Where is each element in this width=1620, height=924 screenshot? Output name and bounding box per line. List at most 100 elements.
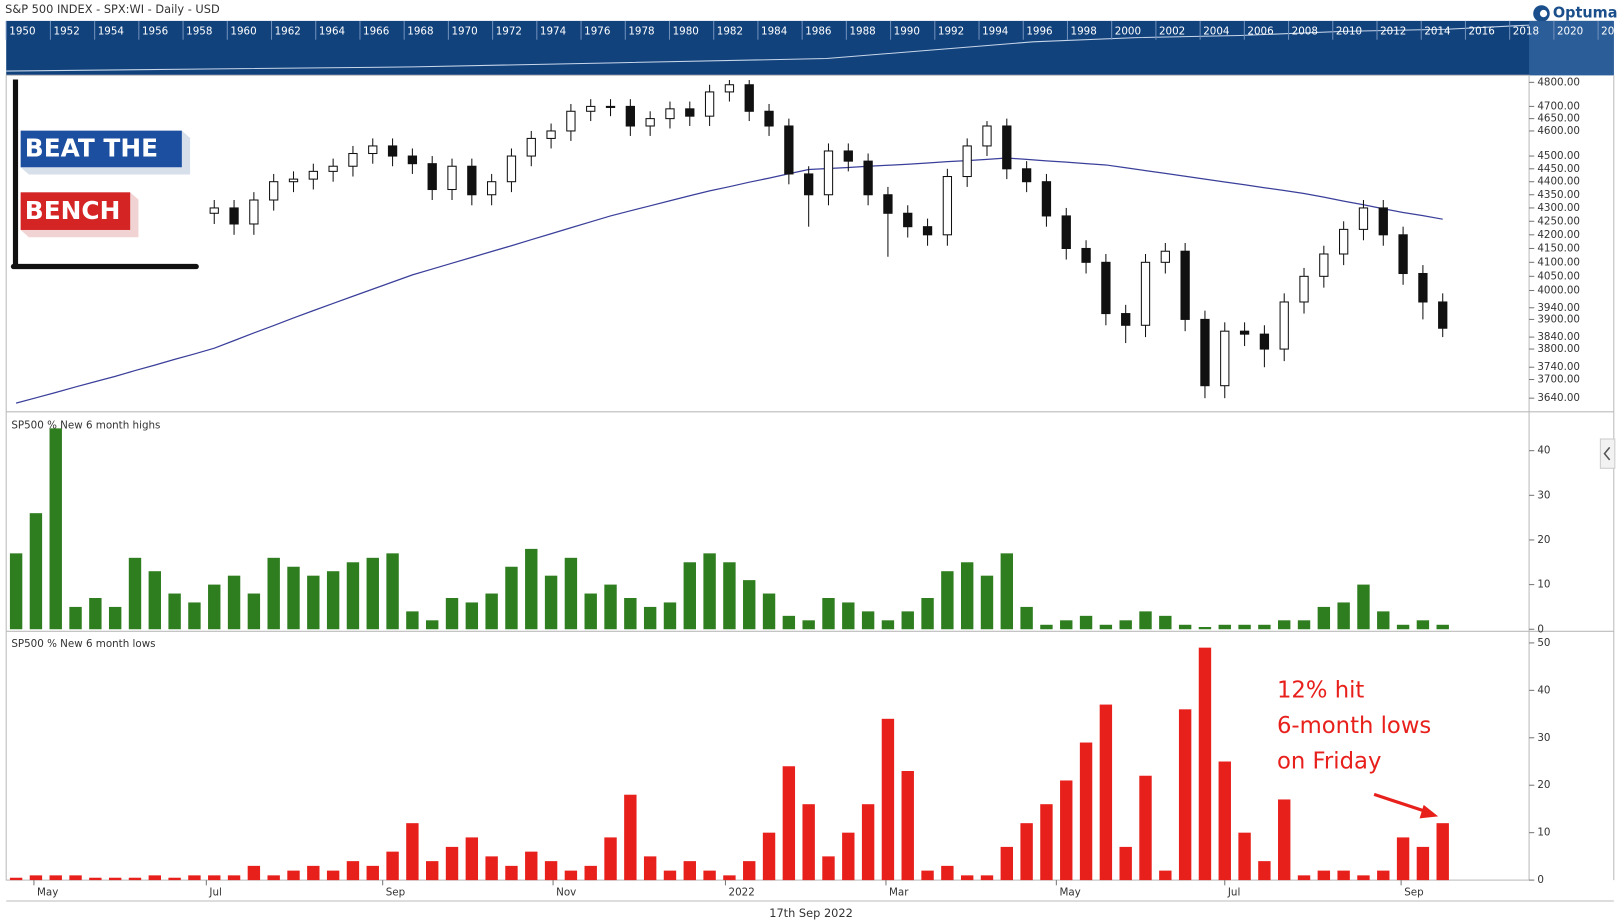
navigator-year: 1976	[584, 25, 610, 37]
bar	[564, 870, 578, 881]
badge-box	[20, 192, 131, 230]
navigator-year: 1988	[849, 25, 875, 37]
panel-title: SP500 % New 6 month lows	[11, 638, 155, 650]
bar	[1377, 611, 1390, 630]
bar	[1119, 846, 1132, 881]
bar	[663, 602, 677, 630]
y-tick-label: 4250.00	[1537, 215, 1580, 227]
bar	[1040, 804, 1053, 881]
candle-body	[229, 207, 239, 225]
bar	[1396, 624, 1410, 630]
bar	[227, 875, 241, 881]
x-tick-label: Sep	[386, 887, 406, 899]
navigator-year: 1962	[275, 25, 301, 37]
chart-header: S&P 500 INDEX - SPX:WI - Daily - USD	[5, 2, 220, 16]
bar	[604, 584, 617, 630]
candle-body	[1061, 215, 1071, 250]
bar	[386, 851, 399, 881]
y-tick-label: 20	[1537, 779, 1550, 791]
candle-body	[1002, 125, 1012, 170]
bar	[1119, 620, 1132, 630]
candle-body	[645, 118, 655, 127]
bar	[346, 562, 360, 630]
bar	[445, 597, 459, 630]
bar	[822, 856, 835, 881]
navigator-band	[6, 20, 1614, 76]
badge-box	[20, 130, 182, 168]
badge-background	[7, 76, 202, 275]
bar	[267, 557, 280, 630]
x-tick-label: Jul	[1227, 887, 1240, 899]
bar	[128, 877, 142, 881]
bar	[307, 575, 320, 630]
bar	[89, 597, 102, 630]
bar	[525, 851, 538, 881]
y-tick-label: 3700.00	[1537, 373, 1580, 385]
candle-body	[1200, 318, 1210, 387]
x-tick-label: Sep	[1404, 887, 1424, 899]
y-tick-label: 4800.00	[1537, 76, 1580, 88]
bar	[1416, 620, 1430, 630]
candle-body	[1299, 275, 1309, 303]
bar	[108, 606, 122, 630]
candle-body	[1021, 168, 1032, 183]
annotation-arrow	[1373, 792, 1429, 814]
bar	[1040, 624, 1053, 630]
candle-body	[566, 110, 576, 132]
bar	[802, 804, 815, 881]
navigator-year: 1956	[142, 25, 168, 37]
candle-body	[467, 165, 477, 196]
bar	[941, 571, 954, 630]
y-tick-label: 3640.00	[1537, 392, 1580, 404]
bar	[782, 615, 796, 630]
y-tick-label: 10	[1537, 827, 1550, 839]
bar	[1099, 624, 1113, 630]
bar	[743, 580, 756, 630]
bar	[921, 597, 934, 630]
scroll-tab[interactable]	[1599, 438, 1616, 469]
bar	[881, 718, 895, 881]
candle-body	[249, 199, 259, 225]
bar	[1357, 875, 1370, 881]
navigator-year: 2004	[1203, 25, 1230, 37]
bar	[108, 877, 122, 881]
navigator-year: 1966	[363, 25, 389, 37]
navigator: 1950 1952 1954 1956 1958 1960 1962 1964 1966 1968…	[5, 20, 1620, 76]
navigator-year: 1950	[9, 25, 35, 37]
y-tick-label: 3800.00	[1537, 343, 1580, 355]
navigator-year: 1960	[230, 25, 256, 37]
x-tick-label: Jul	[208, 887, 221, 899]
navigator-year: 1996	[1026, 25, 1052, 37]
bar	[9, 877, 23, 881]
y-tick-label: 4450.00	[1537, 163, 1580, 175]
candle-body	[942, 176, 953, 236]
candle-body	[804, 173, 814, 196]
candle-body	[586, 105, 596, 112]
navigator-year: 2012	[1380, 25, 1406, 37]
bar	[267, 875, 280, 881]
bar	[1377, 870, 1390, 881]
bar	[188, 602, 201, 630]
navigator-year: 2022	[1601, 25, 1620, 37]
bar	[148, 875, 162, 881]
navigator-year: 2014	[1424, 25, 1451, 37]
candle-body	[308, 170, 318, 180]
navigator-year: 1980	[673, 25, 699, 37]
bar	[426, 620, 439, 630]
bar	[822, 597, 835, 630]
candle-body	[625, 105, 635, 127]
bar	[723, 562, 736, 630]
bar	[1178, 709, 1192, 881]
bar	[743, 861, 756, 881]
candle-body	[1180, 250, 1190, 320]
scroll-tab-box[interactable]	[1599, 438, 1616, 469]
bar	[148, 571, 162, 630]
x-tick-label: 2022	[729, 887, 755, 899]
y-tick-label: 4600.00	[1537, 125, 1580, 137]
bar	[29, 513, 43, 630]
candle-body	[962, 145, 972, 178]
bar	[1079, 742, 1093, 881]
bar	[960, 875, 974, 881]
y-tick-label: 3740.00	[1537, 361, 1580, 373]
